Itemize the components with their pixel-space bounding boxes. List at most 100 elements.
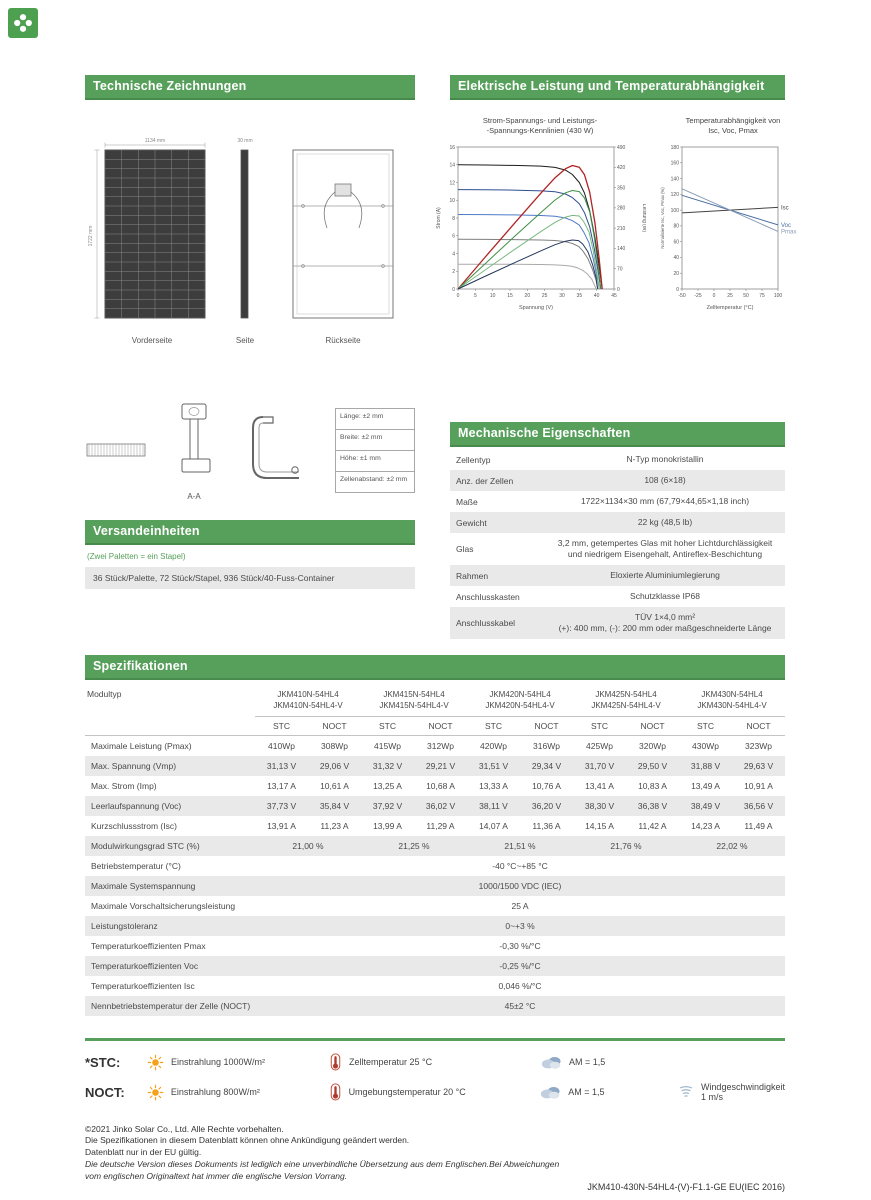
charts-row: Strom-Spannungs- und Leistungs- -Spannung… — [434, 104, 808, 316]
drawings-row: 1134 mm 1722 mm Vorderseite 30 mm — [85, 136, 415, 345]
module-name-cell: JKM430N-54HL4 JKM430N-54HL4-V — [679, 682, 785, 717]
spec-value: 31,51 V — [478, 761, 509, 772]
spec-value: 308Wp — [321, 741, 348, 752]
spec-value: 38,11 V — [479, 801, 508, 812]
module-name-line1: JKM430N-54HL4 — [701, 690, 763, 699]
tolerance-length: Länge: ±2 mm — [335, 407, 415, 430]
spec-row: Leerlaufspannung (Voc) 37,73 V 35,84 V 37,9… — [85, 796, 785, 817]
condition-header: STC — [467, 716, 520, 737]
module-name-line2: JKM415N-54HL4-V — [379, 701, 449, 711]
spec-value: 36,02 V — [425, 801, 456, 812]
legend-item: Zelltemperatur 25 °C — [329, 1053, 541, 1071]
svg-text:100: 100 — [671, 208, 680, 214]
module-name-cell: JKM415N-54HL4 JKM415N-54HL4-V — [361, 682, 467, 717]
spec-value: 21,51 % — [504, 841, 536, 852]
svg-text:10: 10 — [490, 293, 496, 299]
svg-text:Spannung (V): Spannung (V) — [519, 305, 553, 311]
wind-icon — [678, 1084, 694, 1100]
spec-value: 420Wp — [480, 741, 507, 752]
spec-value: 430Wp — [692, 741, 719, 752]
footer-line: Datenblatt nur in der EU gültig. — [85, 1146, 202, 1157]
legend-text: AM = 1,5 — [569, 1057, 606, 1067]
svg-text:20: 20 — [673, 271, 679, 277]
spec-value: 1000/1500 VDC (IEC) — [478, 881, 562, 892]
spec-value: 11,42 A — [638, 821, 667, 832]
shipping-section: Versandeinheiten (Zwei Paletten = ein St… — [85, 520, 415, 589]
property-value: 22 kg (48,5 lb) — [637, 517, 693, 528]
side-view-figure: 30 mm Seite — [228, 136, 262, 345]
section-title-electrical: Elektrische Leistung und Temperaturabhän… — [450, 75, 785, 100]
svg-text:5: 5 — [474, 293, 477, 299]
spec-row: Temperaturkoeffizienten Voc -0,25 %/°C — [85, 956, 785, 977]
front-view-figure: 1134 mm 1722 mm Vorderseite — [87, 136, 217, 345]
spec-value: 13,49 A — [691, 781, 720, 792]
spec-value: 14,15 A — [585, 821, 614, 832]
specifications-section: Spezifikationen Modultyp JKM410N-54HL4 JKM… — [85, 655, 785, 1017]
svg-text:20: 20 — [525, 293, 531, 299]
spec-row: Modulwirkungsgrad STC (%) 21,00 % 21,25 % 2… — [85, 836, 785, 857]
footer-line: Die Spezifikationen in diesem Datenblatt… — [85, 1135, 410, 1146]
chart-title-line: Strom-Spannungs- und Leistungs- — [482, 115, 598, 125]
svg-text:45: 45 — [611, 293, 617, 299]
mechanical-row: Anschlusskasten Schutzklasse IP68 — [450, 586, 785, 607]
module-type-row: Modultyp JKM410N-54HL4 JKM410N-54HL4-V JKM4… — [85, 682, 785, 717]
svg-text:-25: -25 — [694, 293, 701, 299]
property-label: Anschlusskabel — [456, 618, 516, 629]
property-label: Glas — [456, 544, 474, 555]
spec-row-label: Modulwirkungsgrad STC (%) — [91, 841, 200, 852]
module-name-line2: JKM410N-54HL4-V — [273, 701, 343, 711]
svg-text:140: 140 — [617, 246, 626, 252]
test-conditions-legend: *STC: Einstrahlung 1000W/m² Zelltemperatur… — [85, 1038, 785, 1113]
svg-text:2: 2 — [452, 269, 455, 275]
property-label: Zellentyp — [456, 454, 491, 465]
spec-value: 320Wp — [639, 741, 666, 752]
module-name-cell: JKM410N-54HL4 JKM410N-54HL4-V — [255, 682, 361, 717]
spec-row-label: Max. Spannung (Vmp) — [91, 761, 177, 772]
section-title-shipping: Versandeinheiten — [85, 520, 415, 545]
mechanical-table: Zellentyp N-Typ monokristallin Anz. der Ze… — [450, 449, 785, 640]
sun-icon — [147, 1084, 164, 1101]
footer-line: ©2021 Jinko Solar Co., Ltd. Alle Rechte … — [85, 1124, 284, 1134]
svg-text:40: 40 — [673, 255, 679, 261]
spec-value: 13,33 A — [479, 781, 508, 792]
chart-title-line: Temperaturabhängigkeit von — [685, 115, 781, 125]
legend-rows: *STC: Einstrahlung 1000W/m² Zelltemperatur… — [85, 1053, 785, 1102]
mechanical-row: Anz. der Zellen 108 (6×18) — [450, 470, 785, 492]
frame-strip-drawing — [86, 443, 146, 456]
legend-text: AM = 1,5 — [568, 1087, 605, 1097]
section-title-mechanical: Mechanische Eigenschaften — [450, 422, 785, 447]
module-name-line2: JKM430N-54HL4-V — [697, 701, 767, 711]
spec-value: 36,38 V — [637, 801, 668, 812]
spec-row-label: Leerlaufspannung (Voc) — [91, 801, 182, 812]
legend-item: Windgeschwindigkeit 1 m/s — [678, 1082, 785, 1102]
legend-text: Einstrahlung 800W/m² — [170, 1087, 260, 1097]
spec-value: 10,68 A — [426, 781, 455, 792]
spec-row-label: Maximale Leistung (Pmax) — [91, 741, 192, 752]
footer-lines: ©2021 Jinko Solar Co., Ltd. Alle Rechte … — [85, 1124, 785, 1158]
property-label: Anz. der Zellen — [456, 475, 514, 486]
svg-text:420: 420 — [617, 165, 626, 171]
property-value: 108 (6×18) — [644, 475, 686, 486]
spec-row: Maximale Vorschaltsicherungsleistung 25 A — [85, 896, 785, 916]
section-title-technical-drawings: Technische Zeichnungen — [85, 75, 415, 100]
spec-value: 10,61 A — [320, 781, 349, 792]
front-view-drawing: 1134 mm 1722 mm — [88, 138, 206, 319]
spec-value: 13,25 A — [373, 781, 402, 792]
legend-item: Umgebungstemperatur 20 °C — [329, 1083, 541, 1101]
spec-value: 29,50 V — [637, 761, 668, 772]
svg-text:0: 0 — [713, 293, 716, 299]
spec-value: 11,36 A — [532, 821, 561, 832]
svg-text:Strom (A): Strom (A) — [436, 207, 442, 229]
side-view-drawing: 30 mm — [237, 138, 253, 319]
spec-row: Betriebstemperatur (°C) -40 °C~+85 °C — [85, 856, 785, 876]
spec-value: 11,23 A — [320, 821, 349, 832]
spec-value: -40 °C~+85 °C — [492, 861, 548, 872]
spec-value: 21,25 % — [398, 841, 430, 852]
module-name-line2: JKM420N-54HL4-V — [485, 701, 555, 711]
mechanical-section: Mechanische Eigenschaften Zellentyp N-Typ… — [450, 422, 785, 640]
svg-text:120: 120 — [671, 192, 680, 198]
back-view-caption: Rückseite — [325, 336, 361, 345]
spec-row: Maximale Leistung (Pmax) 410Wp 308Wp 415Wp 3… — [85, 736, 785, 757]
section-label: A-A — [187, 492, 201, 501]
svg-text:Normalisierte Isc, Voc, Pmax (: Normalisierte Isc, Voc, Pmax (%) — [660, 187, 665, 249]
